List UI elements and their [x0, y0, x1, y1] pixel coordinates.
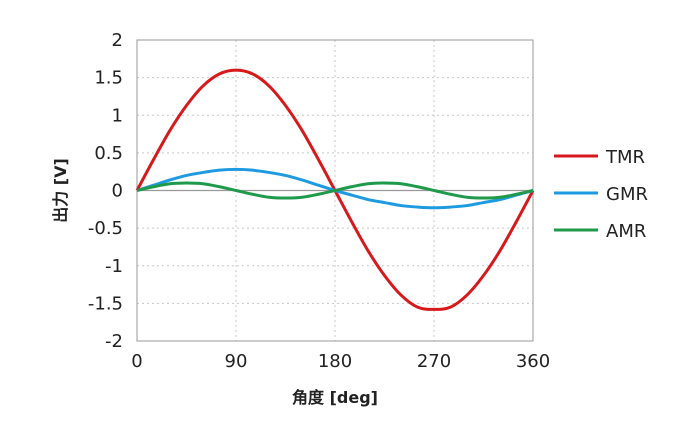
x-tick-label: 270: [417, 351, 451, 372]
y-tick-label: 2: [112, 30, 123, 51]
x-tick-label: 90: [225, 351, 248, 372]
y-tick-label: -0.5: [88, 218, 123, 239]
legend-label-tmr: TMR: [605, 147, 645, 168]
series-lines: [135, 68, 535, 311]
y-tick-label: 1: [112, 105, 123, 126]
legend: TMR GMR AMR: [554, 147, 648, 242]
y-tick-label: 1.5: [94, 68, 123, 89]
x-tick-labels: 0 90 180 270 360: [131, 351, 550, 372]
x-axis-title: 角度 [deg]: [292, 388, 378, 407]
grid: [137, 40, 533, 341]
series-line-amr: [136, 181, 534, 200]
legend-label-amr: AMR: [606, 221, 646, 242]
y-tick-label: 0.5: [94, 143, 123, 164]
y-tick-label: -1: [105, 256, 123, 277]
x-tick-label: 360: [516, 351, 550, 372]
y-tick-label: 0: [112, 181, 123, 202]
legend-label-gmr: GMR: [606, 184, 648, 205]
y-axis-title: 出力 [V]: [51, 158, 70, 223]
x-tick-label: 0: [131, 351, 142, 372]
y-tick-labels: 2 1.5 1 0.5 0 -0.5 -1 -1.5 -2: [88, 30, 123, 352]
y-tick-label: -1.5: [88, 293, 123, 314]
y-tick-label: -2: [105, 331, 123, 352]
x-tick-label: 180: [318, 351, 352, 372]
